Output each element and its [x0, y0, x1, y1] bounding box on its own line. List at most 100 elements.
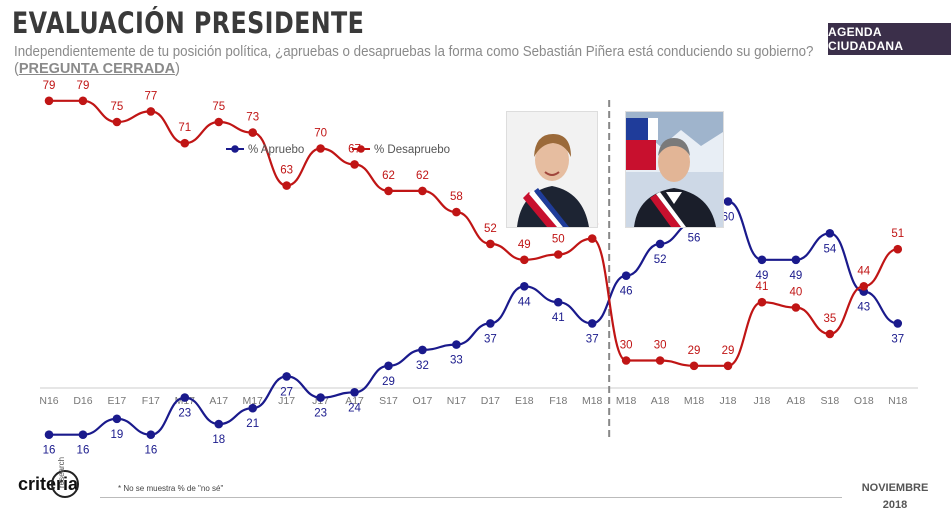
data-point-desapruebo: [757, 297, 767, 307]
data-label-apruebo: 60: [722, 212, 735, 224]
data-label-apruebo: 46: [620, 286, 633, 298]
data-label-apruebo: 16: [43, 445, 56, 457]
x-tick-label: E17: [108, 395, 127, 407]
data-point-desapruebo: [78, 96, 88, 106]
data-point-apruebo: [350, 388, 359, 397]
data-label-apruebo: 54: [823, 243, 836, 255]
data-point-apruebo: [723, 197, 733, 206]
x-tick-label: N16: [39, 395, 58, 407]
data-label-desapruebo: 71: [178, 122, 191, 134]
portrait-photo-pinera: [625, 111, 724, 228]
logo-subtext: research: [57, 456, 66, 488]
logo-ring-icon: [51, 470, 79, 498]
data-point-apruebo: [553, 297, 563, 307]
x-tick-label: A17: [345, 395, 364, 407]
data-label-desapruebo: 63: [280, 165, 293, 177]
data-point-desapruebo: [655, 356, 665, 365]
report-year: 2018: [882, 499, 908, 511]
data-label-desapruebo: 77: [144, 90, 157, 102]
data-label-desapruebo: 52: [484, 223, 497, 235]
data-label-desapruebo: 79: [43, 80, 56, 92]
data-point-desapruebo: [859, 282, 869, 291]
data-label-apruebo: 27: [280, 386, 293, 398]
data-label-apruebo: 37: [586, 333, 599, 345]
data-label-apruebo: 49: [756, 270, 769, 282]
portrait-photo-bachelet: [506, 111, 598, 228]
data-point-apruebo: [520, 282, 529, 291]
x-tick-label: J17: [278, 395, 295, 407]
x-tick-label: F18: [549, 395, 567, 407]
data-label-apruebo: 37: [891, 333, 904, 345]
data-point-apruebo: [248, 403, 257, 413]
data-label-apruebo: 21: [246, 418, 259, 430]
legend-marker-desapruebo: [357, 145, 365, 153]
legend-marker-apruebo: [231, 145, 239, 153]
data-point-desapruebo: [689, 361, 699, 371]
data-label-desapruebo: 44: [857, 265, 870, 277]
x-tick-label: E18: [515, 395, 534, 407]
data-label-desapruebo: 35: [823, 313, 836, 325]
x-tick-label: J18: [720, 395, 737, 407]
data-label-desapruebo: 49: [518, 239, 531, 251]
data-label-desapruebo: 62: [416, 170, 429, 182]
question-type: (PREGUNTA CERRADA): [14, 61, 180, 77]
x-tick-label: M17: [242, 395, 263, 407]
data-point-desapruebo: [44, 96, 54, 106]
section-badge: AGENDA CIUDADANA: [828, 23, 951, 55]
x-tick-label: O18: [854, 395, 874, 407]
data-label-desapruebo: 50: [552, 234, 565, 246]
data-point-desapruebo: [248, 128, 257, 137]
legend-label-desapruebo: % Desapruebo: [374, 144, 450, 156]
report-date: NOVIEMBRE 2018: [860, 480, 930, 514]
x-tick-label: O17: [413, 395, 433, 407]
x-tick-label: F17: [142, 395, 160, 407]
data-point-desapruebo: [384, 186, 393, 196]
data-label-desapruebo: 30: [654, 340, 667, 352]
data-point-apruebo: [621, 271, 631, 281]
data-label-apruebo: 23: [314, 408, 327, 420]
data-point-apruebo: [791, 255, 801, 265]
data-label-apruebo: 56: [688, 233, 701, 245]
data-point-apruebo: [316, 393, 325, 402]
data-label-apruebo: 23: [178, 408, 191, 420]
x-tick-label: M18: [616, 395, 637, 407]
question-text: Independientemente de tu posición políti…: [14, 44, 814, 60]
data-point-apruebo: [282, 372, 291, 381]
data-label-apruebo: 33: [450, 355, 463, 367]
data-label-desapruebo: 30: [620, 340, 633, 352]
data-point-apruebo: [44, 430, 54, 440]
data-label-desapruebo: 58: [450, 191, 463, 203]
data-label-apruebo: 16: [144, 445, 157, 457]
data-label-desapruebo: 29: [722, 345, 735, 357]
x-tick-label: N18: [888, 395, 907, 407]
data-point-apruebo: [384, 361, 393, 371]
x-tick-label: A17: [209, 395, 228, 407]
report-month: NOVIEMBRE: [861, 482, 929, 494]
data-point-desapruebo: [112, 117, 122, 127]
data-point-desapruebo: [825, 329, 835, 339]
x-tick-label: M18: [582, 395, 603, 407]
data-label-desapruebo: 40: [790, 287, 803, 299]
data-point-desapruebo: [723, 361, 733, 371]
data-point-desapruebo: [621, 356, 631, 365]
data-point-apruebo: [825, 229, 835, 238]
data-point-desapruebo: [520, 255, 529, 265]
data-label-apruebo: 19: [111, 429, 124, 441]
data-label-apruebo: 52: [654, 254, 667, 266]
data-point-apruebo: [587, 319, 597, 328]
data-label-apruebo: 44: [518, 296, 531, 308]
data-label-apruebo: 43: [857, 302, 870, 314]
data-label-desapruebo: 29: [688, 345, 701, 357]
x-tick-label: M18: [684, 395, 705, 407]
data-label-apruebo: 16: [77, 445, 90, 457]
data-point-apruebo: [78, 430, 88, 440]
data-point-apruebo: [486, 319, 495, 328]
data-label-desapruebo: 75: [111, 101, 124, 113]
data-label-apruebo: 32: [416, 360, 429, 372]
page-title: EVALUACIÓN PRESIDENTE: [12, 6, 365, 40]
data-label-apruebo: 37: [484, 333, 497, 345]
x-tick-label: D16: [73, 395, 92, 407]
data-label-desapruebo: 79: [77, 80, 90, 92]
data-label-desapruebo: 62: [382, 170, 395, 182]
x-tick-label: S18: [821, 395, 840, 407]
